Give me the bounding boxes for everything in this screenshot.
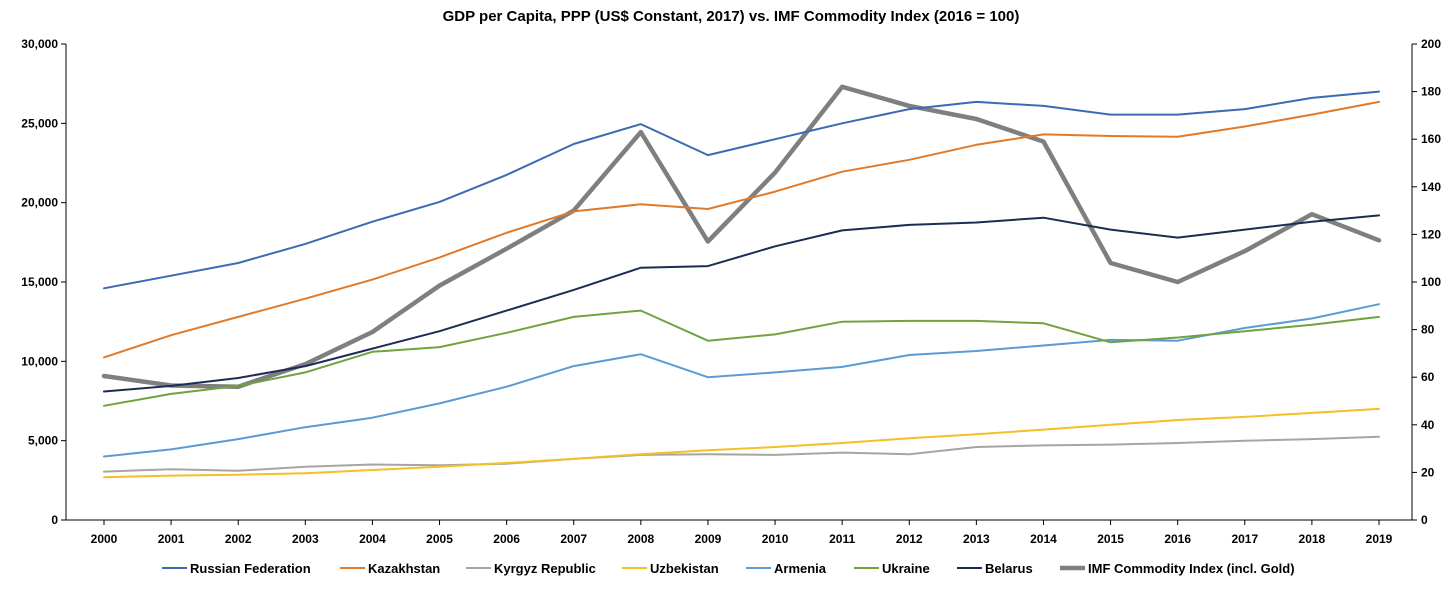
legend-label-armenia: Armenia bbox=[774, 561, 827, 576]
x-tick-label: 2003 bbox=[292, 532, 319, 546]
x-tick-label: 2016 bbox=[1164, 532, 1191, 546]
series-line-kyrgyz-republic bbox=[103, 435, 1380, 473]
right-y-tick-label: 180 bbox=[1421, 85, 1441, 99]
left-y-tick-label: 0 bbox=[51, 513, 58, 527]
legend-label-kazakhstan: Kazakhstan bbox=[368, 561, 440, 576]
right-y-tick-label: 20 bbox=[1421, 465, 1435, 479]
x-tick-label: 2017 bbox=[1231, 532, 1258, 546]
left-y-tick-label: 15,000 bbox=[21, 275, 58, 289]
left-y-tick-label: 5,000 bbox=[28, 434, 58, 448]
x-tick-label: 2009 bbox=[695, 532, 722, 546]
legend-label-russian-federation: Russian Federation bbox=[190, 561, 311, 576]
x-tick-label: 2018 bbox=[1299, 532, 1326, 546]
x-tick-label: 2019 bbox=[1366, 532, 1393, 546]
series-line-uzbekistan bbox=[103, 407, 1380, 479]
left-y-tick-label: 10,000 bbox=[21, 354, 58, 368]
left-y-tick-label: 30,000 bbox=[21, 37, 58, 51]
x-tick-label: 2005 bbox=[426, 532, 453, 546]
series-line-belarus bbox=[103, 214, 1380, 393]
x-tick-label: 2015 bbox=[1097, 532, 1124, 546]
legend-label-belarus: Belarus bbox=[985, 561, 1033, 576]
right-y-tick-label: 120 bbox=[1421, 227, 1441, 241]
right-y-tick-label: 160 bbox=[1421, 132, 1441, 146]
right-y-tick-label: 140 bbox=[1421, 180, 1441, 194]
legend: Russian Federation Kazakhstan Kyrgyz Repub… bbox=[162, 561, 1295, 576]
x-tick-label: 2014 bbox=[1030, 532, 1057, 546]
x-tick-label: 2012 bbox=[896, 532, 923, 546]
legend-label-kyrgyz-republic: Kyrgyz Republic bbox=[494, 561, 596, 576]
x-tick-label: 2004 bbox=[359, 532, 386, 546]
x-tick-label: 2007 bbox=[560, 532, 587, 546]
right-y-tick-label: 80 bbox=[1421, 323, 1435, 337]
legend-label-ukraine: Ukraine bbox=[882, 561, 930, 576]
x-tick-label: 2008 bbox=[627, 532, 654, 546]
x-tick-label: 2011 bbox=[829, 532, 855, 546]
series-line-ukraine bbox=[103, 309, 1380, 407]
x-tick-label: 2013 bbox=[963, 532, 990, 546]
series-line-armenia bbox=[103, 303, 1380, 458]
legend-label-uzbekistan: Uzbekistan bbox=[650, 561, 719, 576]
series-line-russian-federation bbox=[103, 90, 1380, 290]
chart-title: GDP per Capita, PPP (US$ Constant, 2017)… bbox=[443, 8, 1020, 25]
x-tick-label: 2002 bbox=[225, 532, 252, 546]
x-tick-label: 2010 bbox=[762, 532, 789, 546]
left-y-tick-label: 20,000 bbox=[21, 196, 58, 210]
legend-label-imf-commodity-index-incl-gold: IMF Commodity Index (incl. Gold) bbox=[1088, 561, 1295, 576]
right-y-tick-label: 40 bbox=[1421, 418, 1435, 432]
series-line-imf-commodity-index-incl-gold bbox=[101, 84, 1382, 389]
x-tick-label: 2000 bbox=[91, 532, 118, 546]
series-line-kazakhstan bbox=[103, 100, 1380, 359]
x-tick-label: 2006 bbox=[493, 532, 520, 546]
x-tick-label: 2001 bbox=[158, 532, 185, 546]
right-y-tick-label: 0 bbox=[1421, 513, 1428, 527]
right-y-tick-label: 100 bbox=[1421, 275, 1441, 289]
series-layer bbox=[101, 84, 1382, 479]
right-y-tick-label: 200 bbox=[1421, 37, 1441, 51]
right-y-tick-label: 60 bbox=[1421, 370, 1435, 384]
left-y-tick-label: 25,000 bbox=[21, 116, 58, 130]
axes: 0 5,000 10,000 15,000 20,000 25,000 30,000 0 20 4… bbox=[21, 37, 1441, 546]
